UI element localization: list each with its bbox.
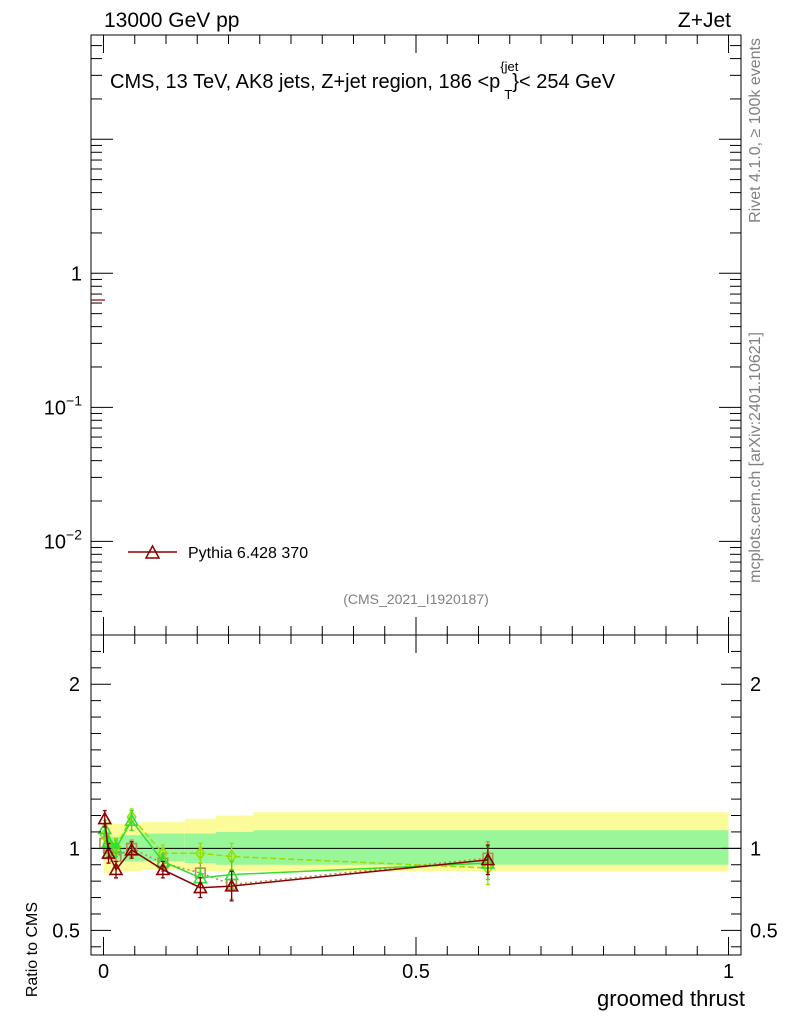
ratio-y-axis-title: Ratio to CMS [24, 902, 41, 997]
series-line [104, 818, 488, 889]
main-x-ticks [103, 35, 729, 635]
series-0 [97, 809, 496, 902]
data-point-triangle-icon [97, 820, 113, 835]
ratio-x-tick-labels: 0 0.5 1 [98, 961, 734, 983]
series-line [104, 815, 488, 869]
data-point-triangle-icon [101, 845, 116, 859]
ratio-panel: 2 21 10.5 0.5 0 0.5 1 Ratio to CMS groomed th… [24, 634, 778, 1011]
data-point-triangle-icon [480, 852, 496, 866]
uncertainty-bands [103, 812, 729, 873]
legend-marker-triangle-icon [144, 544, 161, 559]
ratio-y-ticks [91, 650, 741, 948]
ratio-y-tick-labels: 2 2 1 1 0.5 0.5 [52, 674, 778, 942]
ratio-y-tick-label-right: 1 [750, 838, 761, 860]
x-axis-title: groomed thrust [597, 986, 745, 1011]
rivet-version-label: Rivet 4.1.0, ≥ 100k events [747, 38, 764, 223]
main-y-tick-label: 10−2 [44, 526, 82, 553]
header-right-label: Z+Jet [678, 9, 731, 32]
ratio-y-tick-label-right: 0.5 [750, 920, 778, 942]
main-y-tick-labels: 1 10−1 10−2 [44, 263, 82, 553]
legend-label-pythia: Pythia 6.428 370 [188, 545, 308, 562]
ratio-y-tick-label-left: 0.5 [52, 920, 80, 942]
ratio-y-tick-label-left: 2 [69, 674, 80, 696]
data-point-triangle-icon [193, 880, 208, 894]
main-y-tick-label: 10−1 [44, 392, 82, 419]
data-point-triangle-icon [124, 812, 139, 827]
ratio-y-tick-label-left: 1 [69, 838, 80, 860]
main-y-tick-label: 1 [71, 263, 82, 285]
data-point-triangle-icon [155, 862, 171, 876]
main-panel: 1 10−1 10−2 CMS, 13 TeV, AK8 jets, Z+jet r… [44, 34, 742, 636]
header-left-label: 13000 GeV pp [104, 9, 239, 32]
mcplots-label: mcplots.cern.ch [arXiv:2401.10621] [747, 332, 764, 583]
ratio-x-ticks [103, 635, 729, 955]
legend: Pythia 6.428 370 [128, 544, 308, 562]
ratio-y-tick-label-right: 2 [750, 674, 761, 696]
analysis-watermark: (CMS_2021_I1920187) [343, 591, 489, 607]
data-point-triangle-icon [124, 842, 139, 856]
x-tick-label: 0 [98, 961, 109, 983]
main-title: CMS, 13 TeV, AK8 jets, Z+jet region, 186… [110, 59, 616, 102]
main-y-ticks [91, 34, 741, 636]
x-tick-label: 0.5 [402, 961, 430, 983]
data-point-triangle-icon [108, 862, 124, 876]
x-tick-label: 1 [723, 961, 734, 983]
data-point-triangle-icon [97, 811, 113, 825]
data-point-triangle-icon [108, 840, 124, 854]
data-point-triangle-icon [224, 878, 239, 892]
ratio-panel-frame [90, 634, 742, 956]
data-point-diamond-icon [195, 845, 206, 861]
mc-series-layer [97, 808, 496, 902]
